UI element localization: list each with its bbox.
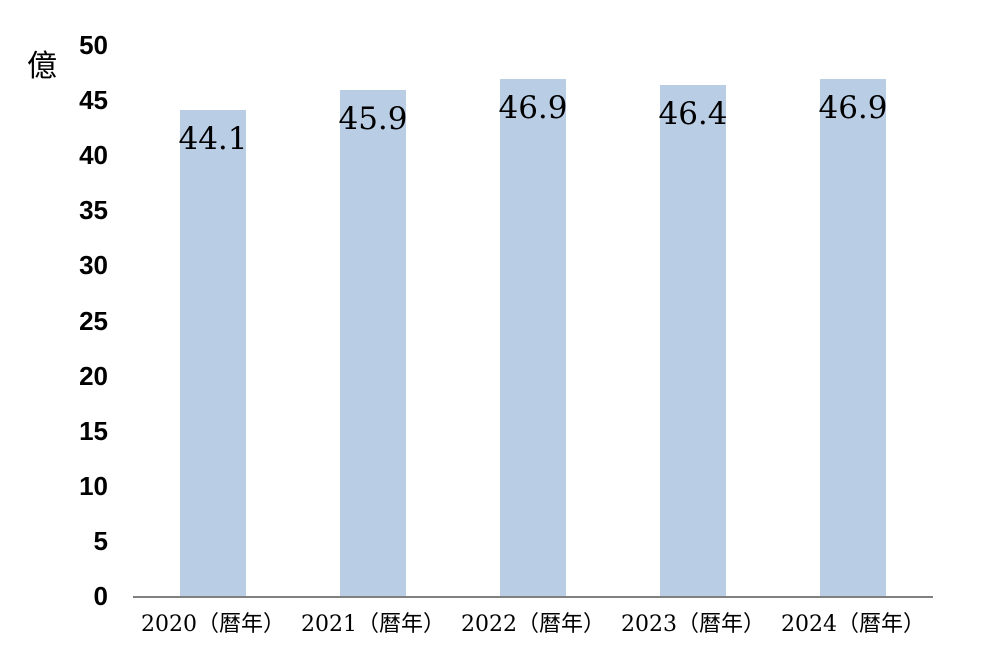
bar: 44.1 bbox=[178, 110, 248, 596]
y-tick-label: 45 bbox=[79, 85, 108, 116]
y-tick-label: 30 bbox=[79, 250, 108, 281]
bar: 45.9 bbox=[338, 90, 408, 596]
bar-value-label: 45.9 bbox=[338, 101, 408, 138]
bar-value-label: 44.1 bbox=[178, 121, 248, 158]
y-tick-label: 35 bbox=[79, 195, 108, 226]
y-tick-label: 5 bbox=[93, 525, 108, 556]
y-tick-label: 15 bbox=[79, 415, 108, 446]
bar-value-label: 46.9 bbox=[818, 90, 888, 127]
x-tick-label: 2021（暦年） bbox=[301, 612, 445, 637]
bar-value-label: 46.9 bbox=[498, 90, 568, 127]
y-tick-label: 25 bbox=[79, 305, 108, 336]
bar: 46.9 bbox=[818, 79, 888, 596]
y-tick-label: 10 bbox=[79, 470, 108, 501]
x-axis-line bbox=[133, 596, 933, 598]
y-tick-label: 0 bbox=[93, 581, 108, 611]
bar: 46.9 bbox=[498, 79, 568, 596]
x-tick-label: 2023（暦年） bbox=[621, 612, 765, 637]
bar: 46.4 bbox=[658, 84, 728, 596]
y-tick-label: 20 bbox=[79, 360, 108, 391]
y-axis-unit-label: 億 bbox=[27, 49, 57, 84]
x-tick-label: 2022（暦年） bbox=[461, 612, 605, 637]
x-tick-label: 2020（暦年） bbox=[141, 612, 285, 637]
y-tick-label: 50 bbox=[79, 30, 108, 60]
y-tick-label: 40 bbox=[79, 140, 108, 171]
x-tick-label: 2024（暦年） bbox=[781, 612, 925, 637]
bar-value-label: 46.4 bbox=[658, 95, 728, 132]
